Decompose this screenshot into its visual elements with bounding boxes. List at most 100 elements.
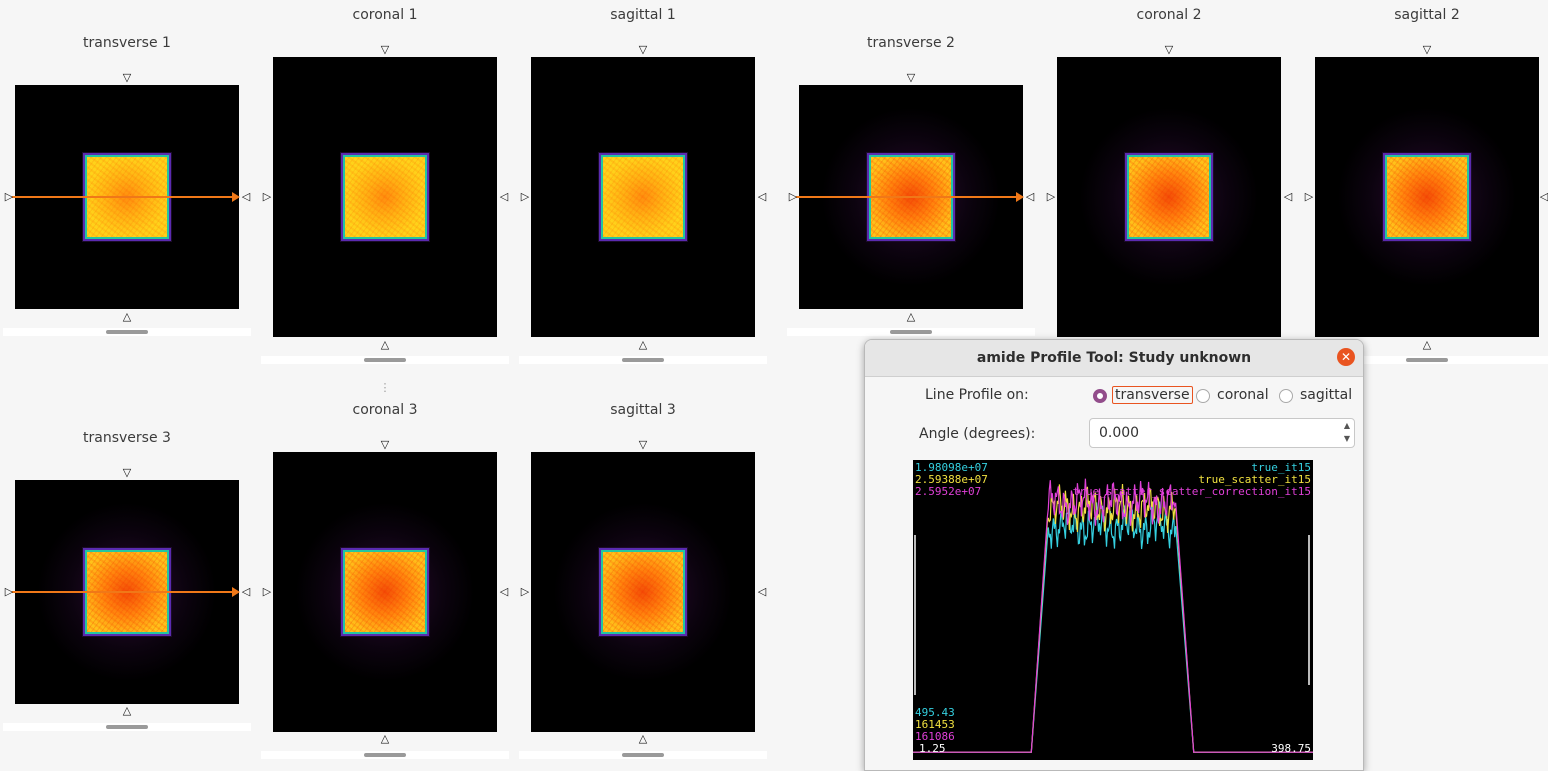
profile-line[interactable] (12, 192, 240, 202)
top-marker-icon[interactable]: ▽ (380, 43, 390, 56)
angle-value[interactable]: 0.000 (1099, 425, 1140, 441)
right-marker-icon[interactable]: ◁ (499, 190, 509, 203)
profile-tool-dialog: amide Profile Tool: Study unknown ✕ Line… (864, 339, 1364, 771)
coronal-3-canvas[interactable] (273, 452, 497, 732)
radio-label-coronal[interactable]: coronal (1217, 387, 1269, 403)
profile-series-line (913, 478, 1313, 753)
view-title-sagittal-1: sagittal 1 (610, 7, 676, 23)
radio-label-sagittal[interactable]: sagittal (1300, 387, 1353, 403)
left-marker-icon[interactable]: ▷ (4, 190, 14, 203)
profile-line[interactable] (12, 587, 240, 597)
left-marker-icon[interactable]: ▷ (520, 190, 530, 203)
spin-up-icon[interactable]: ▲ (1343, 421, 1350, 430)
phantom-square (343, 550, 427, 634)
sagittal-1-canvas[interactable] (531, 57, 755, 337)
bottom-marker-icon[interactable]: △ (1422, 338, 1432, 351)
bottom-marker-icon[interactable]: △ (122, 704, 132, 717)
top-marker-icon[interactable]: ▽ (906, 71, 916, 84)
phantom-square (1385, 155, 1469, 239)
x-min-label: 1.25 (919, 742, 946, 755)
profile-series-line (913, 483, 1313, 753)
angle-spinbox[interactable]: 0.000 ▲ ▼ (1089, 418, 1355, 448)
x-max-label: 398.75 (1271, 742, 1311, 755)
series-1-min: 495.43 (915, 706, 955, 719)
bottom-marker-icon[interactable]: △ (638, 732, 648, 745)
left-marker-icon[interactable]: ▷ (1046, 190, 1056, 203)
series-1-max: 1.98098e+07 (915, 461, 988, 474)
scrollbar-thumb[interactable] (1406, 358, 1448, 362)
bottom-marker-icon[interactable]: △ (122, 310, 132, 323)
top-marker-icon[interactable]: ▽ (638, 438, 648, 451)
top-marker-icon[interactable]: ▽ (122, 71, 132, 84)
right-marker-icon[interactable]: ◁ (1025, 190, 1035, 203)
radio-sagittal[interactable] (1279, 389, 1293, 403)
view-title-sagittal-2: sagittal 2 (1394, 7, 1460, 23)
top-marker-icon[interactable]: ▽ (1164, 43, 1174, 56)
angle-label: Angle (degrees): (919, 426, 1036, 442)
view-title-transverse-3: transverse 3 (83, 430, 171, 446)
top-marker-icon[interactable]: ▽ (638, 43, 648, 56)
scrollbar-thumb[interactable] (106, 330, 148, 334)
phantom-square (601, 550, 685, 634)
view-title-coronal-3: coronal 3 (352, 402, 418, 418)
left-marker-icon[interactable]: ▷ (520, 585, 530, 598)
left-marker-icon[interactable]: ▷ (1304, 190, 1314, 203)
bottom-marker-icon[interactable]: △ (380, 732, 390, 745)
dialog-title: amide Profile Tool: Study unknown (976, 350, 1252, 366)
bottom-marker-icon[interactable]: △ (906, 310, 916, 323)
left-marker-icon[interactable]: ▷ (788, 190, 798, 203)
top-marker-icon[interactable]: ▽ (1422, 43, 1432, 56)
right-marker-icon[interactable]: ◁ (757, 585, 767, 598)
coronal-1-canvas[interactable] (273, 57, 497, 337)
right-marker-icon[interactable]: ◁ (1283, 190, 1293, 203)
right-marker-icon[interactable]: ◁ (241, 585, 251, 598)
profile-plot: 1.98098e+07 2.59388e+07 2.5952e+07 true_… (913, 460, 1313, 760)
scrollbar-thumb[interactable] (622, 753, 664, 757)
view-title-transverse-1: transverse 1 (83, 35, 171, 51)
right-marker-icon[interactable]: ◁ (241, 190, 251, 203)
series-2-max: 2.59388e+07 (915, 473, 988, 486)
bottom-marker-icon[interactable]: △ (638, 338, 648, 351)
series-1-name: true_it15 (1251, 461, 1311, 474)
close-icon[interactable]: ✕ (1337, 348, 1355, 366)
coronal-2-canvas[interactable] (1057, 57, 1281, 337)
scrollbar-thumb[interactable] (364, 753, 406, 757)
spin-down-icon[interactable]: ▼ (1343, 434, 1350, 443)
scrollbar-thumb[interactable] (364, 358, 406, 362)
scrollbar-thumb[interactable] (106, 725, 148, 729)
left-marker-icon[interactable]: ▷ (4, 585, 14, 598)
series-2-name: true_scatter_it15 (1198, 473, 1311, 486)
view-title-transverse-2: transverse 2 (867, 35, 955, 51)
dialog-titlebar[interactable]: amide Profile Tool: Study unknown ✕ (865, 340, 1363, 377)
view-title-coronal-1: coronal 1 (352, 7, 418, 23)
right-marker-icon[interactable]: ◁ (499, 585, 509, 598)
right-marker-icon[interactable]: ◁ (1539, 190, 1548, 203)
sagittal-3-canvas[interactable] (531, 452, 755, 732)
view-title-sagittal-3: sagittal 3 (610, 402, 676, 418)
scrollbar-thumb[interactable] (622, 358, 664, 362)
series-3-min: 161086 (915, 730, 955, 743)
series-3-name: true_scatter_scatter_correction_it15 (1072, 485, 1311, 498)
scrollbar-thumb[interactable] (890, 330, 932, 334)
right-marker-icon[interactable]: ◁ (757, 190, 767, 203)
sagittal-2-canvas[interactable] (1315, 57, 1539, 337)
line-profile-label: Line Profile on: (925, 387, 1029, 403)
series-2-min: 161453 (915, 718, 955, 731)
view-title-coronal-2: coronal 2 (1136, 7, 1202, 23)
profile-line[interactable] (796, 192, 1024, 202)
series-3-max: 2.5952e+07 (915, 485, 982, 498)
left-marker-icon[interactable]: ▷ (262, 585, 272, 598)
radio-label-transverse[interactable]: transverse (1112, 386, 1193, 404)
pane-handle-icon[interactable]: ⋮ (379, 381, 391, 394)
phantom-square (601, 155, 685, 239)
left-marker-icon[interactable]: ▷ (262, 190, 272, 203)
phantom-square (1127, 155, 1211, 239)
profile-series-line (913, 501, 1313, 753)
top-marker-icon[interactable]: ▽ (122, 466, 132, 479)
top-marker-icon[interactable]: ▽ (380, 438, 390, 451)
radio-transverse[interactable] (1093, 389, 1107, 403)
phantom-square (343, 155, 427, 239)
profile-plot-svg (913, 478, 1313, 753)
radio-coronal[interactable] (1196, 389, 1210, 403)
bottom-marker-icon[interactable]: △ (380, 338, 390, 351)
